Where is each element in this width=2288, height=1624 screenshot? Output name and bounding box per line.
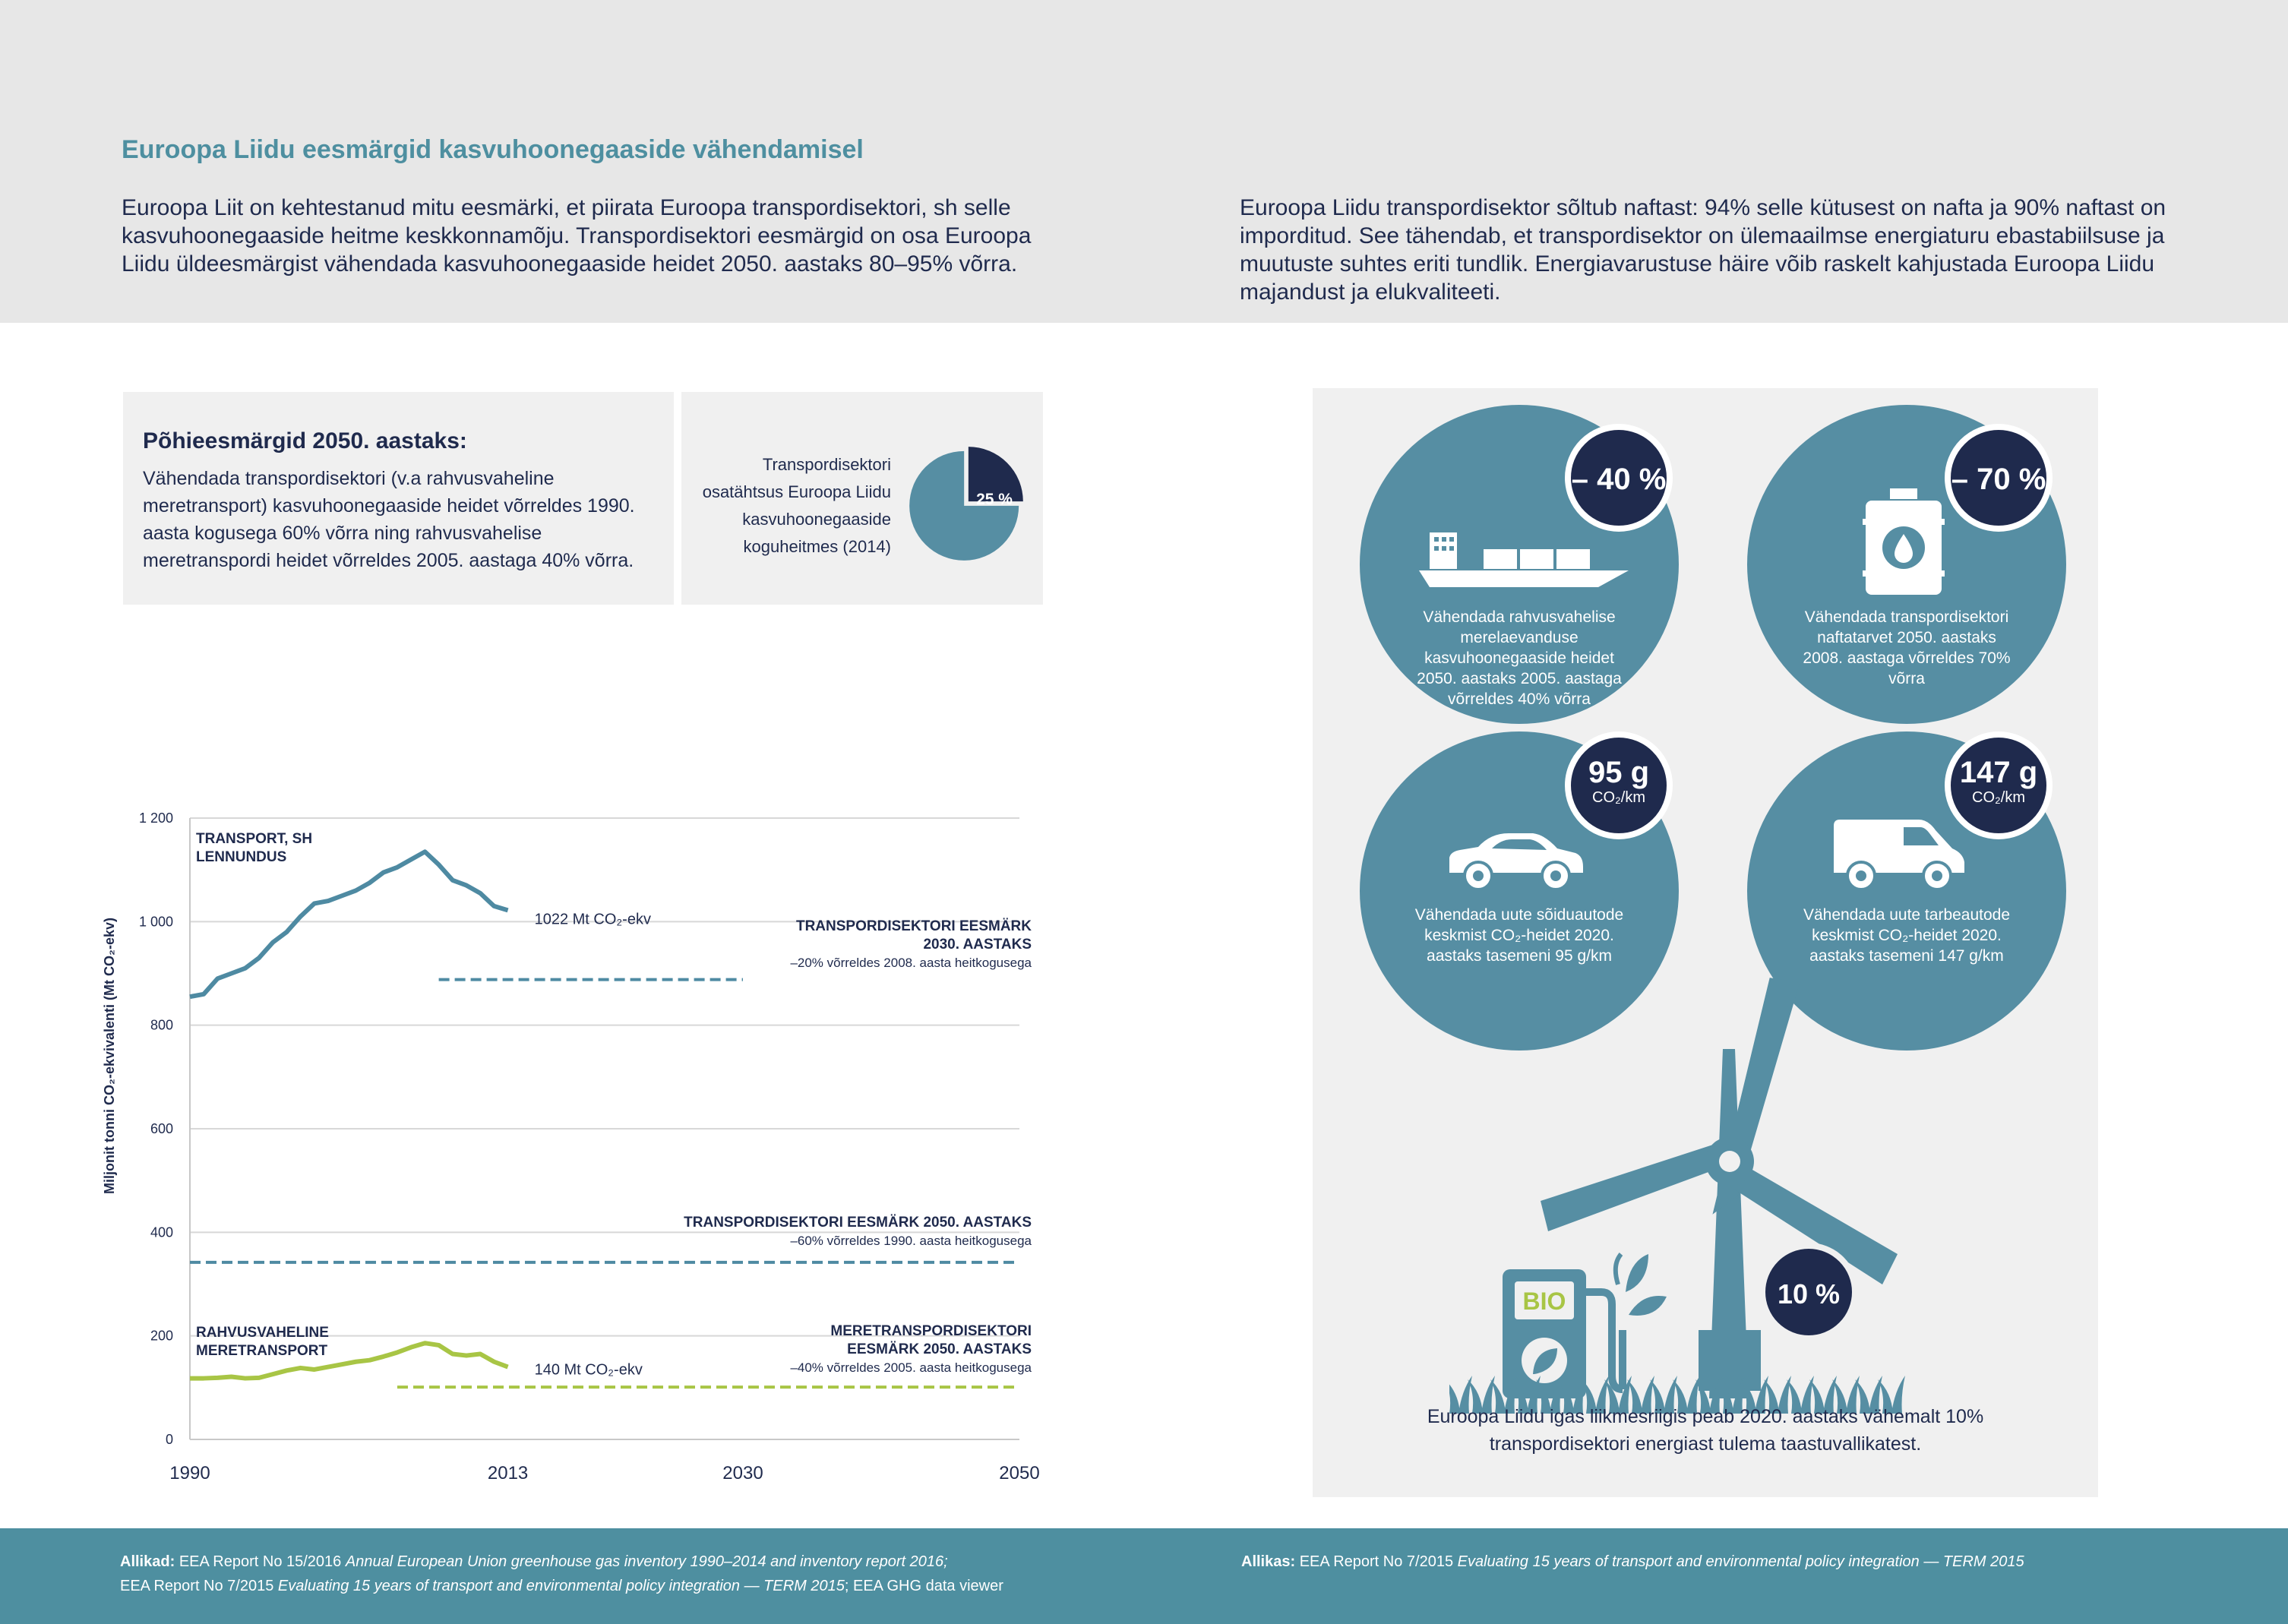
y-tick-label: 0 [166,1432,173,1447]
pie-slice-rest [909,450,1019,561]
targets-panel: Vähendada rahvusvahelise merelaevanduse … [1313,388,2098,1497]
x-tick-label: 2030 [722,1463,763,1483]
x-tick-label: 2013 [488,1463,528,1483]
y-tick-label: 800 [150,1018,173,1033]
car-badge-value: 95 g [1588,756,1650,789]
footer-sources: Allikad: EEA Report No 15/2016 Annual Eu… [0,1528,2288,1624]
target-title: TRANSPORDISEKTORI EESMÄRK 2030. AASTAKS [796,918,1032,953]
header-band: Euroopa Liidu eesmärgid kasvuhoonegaasid… [0,0,2288,323]
sources-label: Allikad: [120,1553,175,1570]
pie-slice-transport [968,447,1023,502]
bio-fuel-pump-icon: BIO [1503,1253,1667,1398]
source-2-ref: EEA Report No 7/2015 [120,1578,278,1594]
series-name-label: RAHVUSVAHELINE MERETRANSPORT [196,1325,329,1359]
share-text: Transpordisektori osatähtsus Euroopa Lii… [702,455,891,556]
car-badge-unit: CO₂/km [1592,789,1645,806]
source-2-title: Evaluating 15 years of transport and env… [277,1578,845,1594]
footer-sources-right: Allikas: EEA Report No 7/2015 Evaluating… [1241,1550,2229,1574]
car-target-badge: 95 g CO₂/km [1565,731,1673,839]
maritime-target-text: Vähendada rahvusvahelise merelaevanduse … [1417,608,1622,708]
source-label-right: Allikas: [1241,1553,1296,1570]
car-target-text: Vähendada uute sõiduautode keskmist CO₂-… [1414,906,1624,965]
series-line [190,1341,509,1381]
van-badge-unit: CO₂/km [1972,789,2025,806]
target-subtitle: –20% võrreldes 2008. aasta heitkogusega [790,956,1032,970]
wind-turbine-icon [1541,978,1898,1398]
target-subtitle: –60% võrreldes 1990. aasta heitkogusega [790,1234,1032,1248]
source-1-title: Annual European Union greenhouse gas inv… [345,1553,948,1570]
grass-icon [1449,1376,1905,1414]
y-tick-label: 1 200 [139,810,173,826]
renewable-target-badge: 10 % [1759,1243,1858,1341]
target-lines [190,978,1019,1389]
renewable-target-text: Euroopa Liidu igas liikmesriigis peab 20… [1427,1406,1984,1455]
van-icon [1834,820,1964,891]
series-end-label: 140 Mt CO₂-ekv [535,1362,643,1379]
y-axis-label: Miljonit tonni CO₂-ekvivalenti (Mt CO₂-e… [102,918,117,1194]
share-box: Transpordisektori osatähtsus Euroopa Lii… [681,392,1043,605]
series-end-label: 1022 Mt CO₂-ekv [535,911,651,927]
source-right-ref: EEA Report No 7/2015 [1299,1553,1458,1570]
oil-target-text: Vähendada transpordisektori naftatarvet … [1803,608,2011,687]
target-title: MERETRANSPORDISEKTORI EESMÄRK 2050. AASTA… [830,1323,1032,1357]
share-pie-chart: 25 % [909,447,1023,561]
x-tick-label: 2050 [999,1463,1039,1483]
oil-target-badge: – 70 % [1945,424,2053,532]
renewable-illustration: BIO [1449,978,1905,1414]
goals-title: Põhieesmärgid 2050. aastaks: [143,428,467,453]
chart-annotations: TRANSPORDISEKTORI EESMÄRK 2030. AASTAKS –2… [196,831,1032,1379]
x-tick-labels: 1990 2013 2030 2050 [169,1463,1039,1483]
maritime-target-badge: – 40 % [1565,424,1673,532]
bio-label: BIO [1523,1288,1566,1315]
intro-left-text: Euroopa Liit on kehtestanud mitu eesmärk… [122,195,1032,276]
source-3-ref: ; EEA GHG data viewer [844,1578,1003,1594]
emissions-line-chart: 0 200 400 600 800 1 000 1 200 1990 2013 2030 2050… [102,810,1040,1483]
y-tick-label: 1 000 [139,914,173,929]
goals-box: Põhieesmärgid 2050. aastaks: Vähendada t… [123,392,674,605]
pie-slice-label: 25 % [976,491,1013,508]
car-icon [1449,833,1583,891]
intro-right-text: Euroopa Liidu transpordisektor sõltub na… [1240,195,2166,305]
y-tick-label: 600 [150,1121,173,1136]
van-target-badge: 147 g CO₂/km [1945,731,2053,839]
y-tick-label: 200 [150,1329,173,1344]
target-title: TRANSPORDISEKTORI EESMÄRK 2050. AASTAKS [684,1215,1032,1231]
y-tick-labels: 0 200 400 600 800 1 000 1 200 [139,810,173,1447]
footer-sources-left: Allikad: EEA Report No 15/2016 Annual Eu… [120,1550,1214,1598]
page-title: Euroopa Liidu eesmärgid kasvuhoonegaasid… [122,135,864,164]
series-name-label: TRANSPORT, SH LENNUNDUS [196,831,312,865]
maritime-badge-value: – 40 % [1571,463,1667,496]
van-badge-value: 147 g [1959,756,2038,789]
x-tick-label: 1990 [169,1463,210,1483]
renewable-badge-value: 10 % [1777,1278,1841,1310]
source-right-title: Evaluating 15 years of transport and env… [1457,1553,2024,1570]
oil-barrel-icon [1863,488,1945,595]
chart-grid [189,817,1019,1440]
source-1-ref: EEA Report No 15/2016 [179,1553,346,1570]
oil-badge-value: – 70 % [1951,463,2046,496]
ship-icon [1419,532,1629,587]
goals-text: Vähendada transpordisektori (v.a rahvusv… [143,468,635,571]
series-line [189,849,509,1000]
van-target-text: Vähendada uute tarbeautode keskmist CO₂-… [1803,906,2011,965]
chart-series [189,849,509,1381]
target-subtitle: –40% võrreldes 2005. aasta heitkogusega [790,1360,1032,1375]
y-tick-label: 400 [150,1224,173,1240]
